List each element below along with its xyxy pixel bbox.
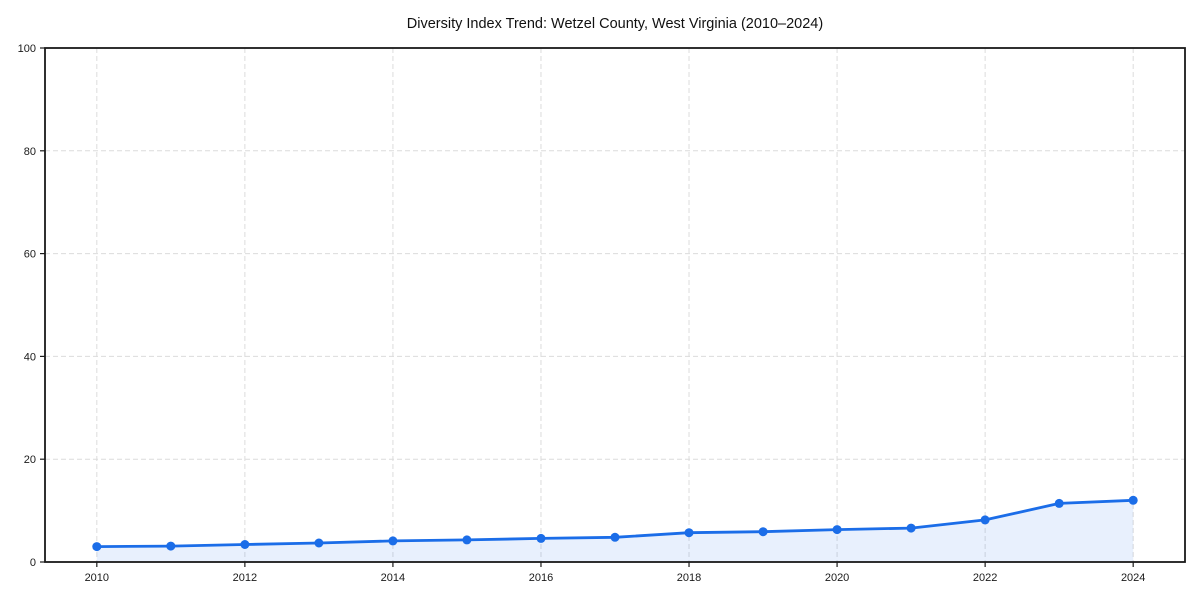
data-point-marker xyxy=(1054,498,1064,508)
x-tick-label: 2020 xyxy=(825,572,849,584)
data-point-marker xyxy=(1128,495,1138,505)
x-tick-label: 2022 xyxy=(973,572,997,584)
data-point-marker xyxy=(684,528,694,538)
data-point-marker xyxy=(832,525,842,535)
plot-border xyxy=(44,47,1186,563)
data-point-marker xyxy=(758,527,768,537)
x-tick-label: 2016 xyxy=(529,572,553,584)
data-point-marker xyxy=(610,532,620,542)
data-point-marker xyxy=(166,541,176,551)
data-point-marker xyxy=(980,515,990,525)
data-point-marker xyxy=(240,540,250,549)
gridlines-layer xyxy=(45,47,1185,563)
data-point-marker xyxy=(314,538,324,548)
y-tick-label: 20 xyxy=(24,454,36,466)
chart-title: Diversity Index Trend: Wetzel County, We… xyxy=(407,16,823,32)
x-tick-label: 2018 xyxy=(677,572,701,584)
data-point-marker xyxy=(536,533,546,543)
y-tick-label: 100 xyxy=(18,43,36,55)
y-tick-label: 80 xyxy=(24,146,36,158)
y-tick-label: 60 xyxy=(24,249,36,261)
area-fill xyxy=(96,500,1134,562)
x-tick-label: 2014 xyxy=(381,572,405,584)
y-tick-label: 0 xyxy=(30,557,36,569)
x-tick-label: 2024 xyxy=(1121,572,1145,584)
data-point-marker xyxy=(92,542,102,552)
data-point-marker xyxy=(906,523,916,533)
data-point-marker xyxy=(462,535,472,545)
x-tick-label: 2012 xyxy=(233,572,257,584)
x-tick-label: 2010 xyxy=(85,572,109,584)
data-point-marker xyxy=(388,536,398,546)
axes-layer: 0 20 40 60 80 100 2010 2012 2014 2016 2018 2020 2022… xyxy=(18,43,1186,584)
y-tick-label: 40 xyxy=(24,351,36,363)
series-layer xyxy=(92,495,1138,562)
